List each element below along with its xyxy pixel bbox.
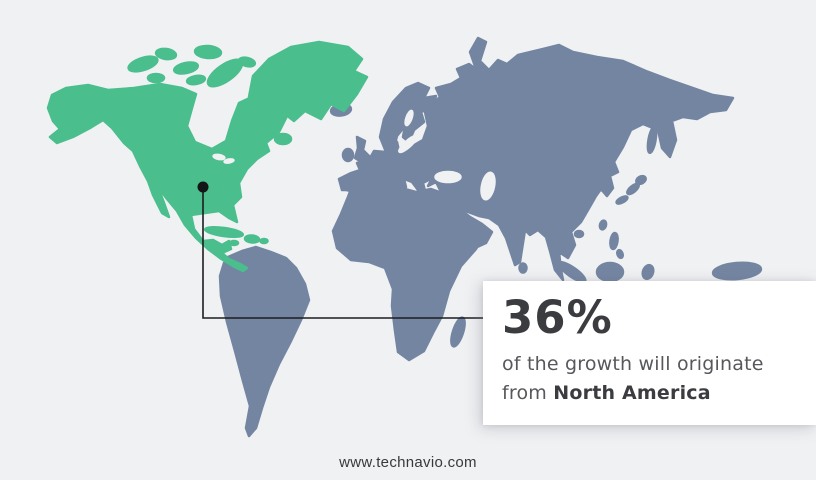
callout-line1: of the growth will originate	[502, 352, 764, 375]
arctic-island-shape	[172, 61, 200, 75]
japan-shape	[635, 174, 647, 186]
leader-line-group	[197, 181, 488, 319]
arctic-island-shape	[552, 57, 566, 65]
arctic-island-shape	[185, 74, 207, 86]
arabia-shape	[447, 202, 494, 253]
arctic-island-shape	[565, 59, 577, 67]
greenland-shape	[247, 40, 369, 123]
taiwan-shape	[598, 219, 608, 231]
ireland-shape	[341, 147, 355, 163]
sri-lanka-shape	[518, 262, 528, 274]
sulawesi-shape	[641, 263, 655, 281]
sea-cutouts	[212, 109, 496, 201]
callout-value: 36%	[502, 291, 613, 344]
arctic-island-shape	[127, 55, 159, 73]
south-america-shape	[218, 245, 311, 438]
madagascar-shape	[450, 316, 466, 348]
footer-url: www.technavio.com	[339, 454, 477, 471]
newfoundland-shape	[273, 132, 293, 146]
borneo-shape	[595, 261, 625, 283]
arctic-island-shape	[237, 56, 257, 68]
eurasia-shape	[337, 36, 735, 282]
callout-region-name: North America	[553, 381, 711, 404]
black-sea-shape	[434, 170, 462, 184]
great-lake-shape	[223, 158, 235, 164]
baltic-sea-shape	[398, 134, 418, 154]
hispaniola-shape	[243, 234, 261, 244]
japan-shape	[626, 182, 640, 196]
philippines-shape	[609, 231, 619, 251]
callout-text: of the growth will originate from North …	[502, 350, 806, 408]
arctic-island-shape	[538, 51, 552, 61]
cuba-shape	[203, 225, 245, 239]
hainan-shape	[573, 229, 585, 239]
leader-line	[202, 191, 488, 319]
great-lake-shape	[212, 153, 226, 161]
north-america-region	[46, 40, 369, 273]
north-america-mainland-shape	[46, 82, 290, 273]
uk-shape	[353, 135, 372, 165]
arctic-island-shape	[630, 80, 644, 88]
arctic-island-shape	[154, 47, 178, 61]
philippines-shape	[616, 248, 624, 260]
gulf-of-bothnia-shape	[404, 109, 414, 127]
rest-of-world-region	[218, 36, 763, 438]
japan-shape	[615, 195, 629, 205]
africa-shape	[331, 176, 484, 362]
arctic-island-shape	[193, 44, 223, 60]
new-guinea-shape	[711, 261, 763, 281]
arctic-island-shape	[614, 74, 630, 84]
jamaica-shape	[228, 239, 240, 247]
puerto-rico-shape	[259, 237, 269, 245]
callout-line2-prefix: from	[502, 381, 554, 404]
arctic-island-shape	[146, 72, 166, 84]
caspian-sea-shape	[480, 171, 496, 201]
sakhalin-shape	[646, 125, 658, 155]
callout-card: 36% of the growth will originate from No…	[483, 281, 816, 425]
marker-dot	[197, 181, 209, 193]
